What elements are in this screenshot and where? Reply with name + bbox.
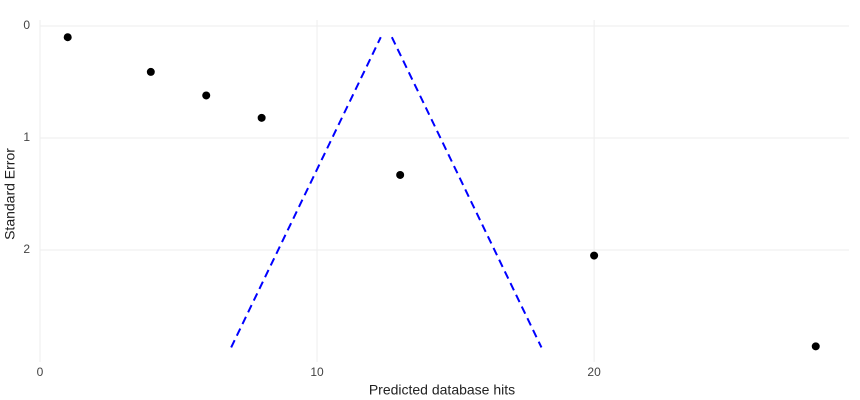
y-axis-title: Standard Error: [2, 148, 18, 240]
data-point: [202, 91, 211, 100]
data-point: [811, 342, 820, 351]
y-tick-label: 1: [23, 130, 30, 144]
data-point: [146, 67, 155, 76]
funnel-line: [230, 36, 382, 348]
data-point: [590, 251, 599, 260]
funnel-line: [390, 36, 543, 348]
x-tick-label: 10: [310, 365, 324, 379]
data-point: [63, 33, 72, 42]
data-point: [257, 113, 266, 122]
x-axis-title: Predicted database hits: [369, 382, 515, 398]
x-tick-label: 20: [587, 365, 601, 379]
data-point: [396, 170, 405, 179]
x-tick-label: 0: [37, 365, 44, 379]
y-tick-label: 2: [23, 242, 30, 256]
y-tick-label: 0: [23, 18, 30, 32]
